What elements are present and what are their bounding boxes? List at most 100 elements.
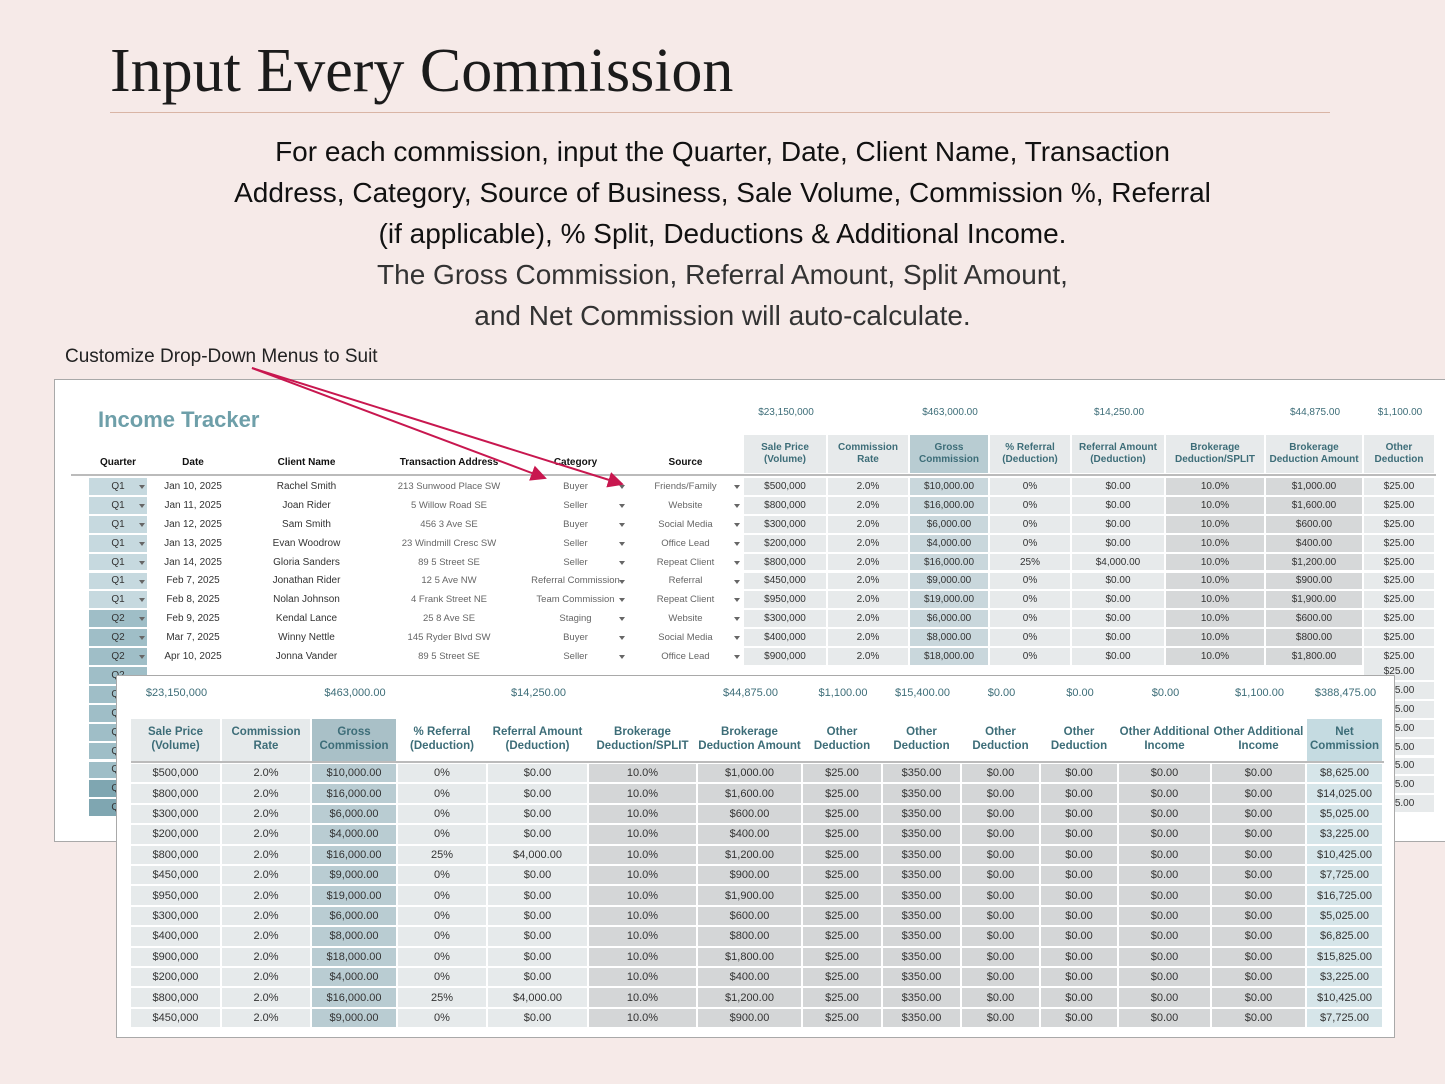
cell: $1,200.00 (698, 988, 801, 1007)
cell: $25.00 (803, 906, 881, 926)
cell: Q2 (89, 648, 147, 665)
total: $0.00 (1066, 687, 1094, 699)
cell: $0.00 (1072, 478, 1164, 495)
cell: Feb 9, 2025 (149, 610, 237, 628)
cell: $0.00 (1212, 968, 1305, 987)
cell: $0.00 (1212, 906, 1305, 926)
cell: Mar 7, 2025 (149, 629, 237, 647)
cell: Rachel Smith (239, 478, 374, 495)
cell: $600.00 (1266, 515, 1362, 533)
column-header: Quarter (99, 457, 137, 468)
cell: $1,200.00 (1266, 553, 1362, 571)
column-header: Commission Rate (828, 435, 908, 473)
cell: 2.0% (828, 478, 908, 495)
cell: Q1 (89, 478, 147, 495)
cell: $1,800.00 (1266, 648, 1362, 665)
arrow (251, 367, 624, 488)
cell: $0.00 (1041, 825, 1117, 844)
cell: $1,900.00 (1266, 591, 1362, 609)
cell: $0.00 (1041, 784, 1117, 803)
total: $1,100.00 (818, 687, 868, 699)
cell: $0.00 (1212, 886, 1305, 905)
cell: $0.00 (962, 764, 1039, 783)
column-header: Commission Rate (222, 719, 310, 761)
cell: $350.00 (883, 906, 960, 926)
cell: $0.00 (1212, 825, 1305, 844)
cell: $25.00 (803, 804, 881, 824)
cell: 2.0% (222, 988, 310, 1007)
header-rule (71, 474, 1436, 476)
cell: $600.00 (698, 804, 801, 824)
column-header: Date (182, 457, 204, 468)
cell: $25.00 (1364, 572, 1434, 590)
cell: 10.0% (589, 906, 696, 926)
cell: $0.00 (962, 927, 1039, 946)
cell: $1,200.00 (698, 845, 801, 864)
cell: $0.00 (1119, 845, 1210, 864)
total: $14,250.00 (510, 687, 567, 699)
column-header: Source (668, 457, 703, 468)
cell: $25.00 (803, 866, 881, 885)
dropdown-arrow (734, 522, 740, 527)
annotation: Customize Drop-Down Menus to Suit (65, 346, 378, 367)
cell: $19,000.00 (910, 591, 988, 609)
cell: 2.0% (828, 629, 908, 647)
cell: $4,000.00 (312, 825, 396, 844)
cell: $0.00 (488, 825, 587, 844)
cell: $0.00 (1041, 1008, 1117, 1028)
cell: $0.00 (1072, 496, 1164, 514)
cell: Office Lead (629, 534, 742, 552)
cell: $400.00 (1266, 534, 1362, 552)
cell: $0.00 (962, 906, 1039, 926)
cell: 0% (398, 1008, 486, 1028)
cell: $200,000 (131, 825, 220, 844)
cell: $19,000.00 (312, 886, 396, 905)
cell: $4,000.00 (910, 534, 988, 552)
cell: $0.00 (488, 886, 587, 905)
cell: 456 3 Ave SE (376, 515, 522, 533)
cell: 10.0% (1166, 478, 1264, 495)
cell: $800,000 (744, 496, 826, 514)
dropdown-arrow (734, 655, 740, 660)
cell: $0.00 (1041, 988, 1117, 1007)
cell: $7,725.00 (1307, 866, 1382, 885)
cell: 10.0% (589, 968, 696, 987)
column-header: Referral Amount (Deduction) (1072, 435, 1164, 473)
cell: $0.00 (1119, 886, 1210, 905)
cell: $25.00 (1364, 648, 1434, 665)
cell: $0.00 (488, 968, 587, 987)
cell: 2.0% (222, 784, 310, 803)
dropdown-arrow (139, 579, 145, 584)
dropdown-arrow (734, 485, 740, 489)
cell: $6,825.00 (1307, 927, 1382, 946)
cell: Office Lead (629, 648, 742, 665)
cell: 0% (398, 927, 486, 946)
header-rule (131, 761, 1384, 763)
cell: $0.00 (1041, 845, 1117, 864)
cell: $0.00 (488, 906, 587, 926)
cell: 0% (398, 784, 486, 803)
cell: Apr 10, 2025 (149, 648, 237, 665)
cell: $0.00 (1212, 947, 1305, 966)
cell: 2.0% (222, 947, 310, 966)
cell: $0.00 (1041, 764, 1117, 783)
dropdown-arrow (619, 579, 625, 584)
column-header: Brokerage Deduction/SPLIT (589, 719, 696, 761)
cell: 23 Windmill Cresc SW (376, 534, 522, 552)
cell: $16,000.00 (910, 553, 988, 571)
cell: 2.0% (828, 648, 908, 665)
cell: 2.0% (222, 1008, 310, 1028)
cell: $900.00 (1266, 572, 1362, 590)
cell: 25% (398, 988, 486, 1007)
cell: $0.00 (1041, 804, 1117, 824)
cell: $800,000 (131, 845, 220, 864)
dropdown-arrow (734, 541, 740, 546)
cell: $7,725.00 (1307, 1008, 1382, 1028)
cell: $450,000 (744, 572, 826, 590)
cell: $450,000 (131, 1008, 220, 1028)
cell: $500,000 (744, 478, 826, 495)
cell: $1,000.00 (698, 764, 801, 783)
cell: Jan 12, 2025 (149, 515, 237, 533)
cell: $800,000 (744, 553, 826, 571)
